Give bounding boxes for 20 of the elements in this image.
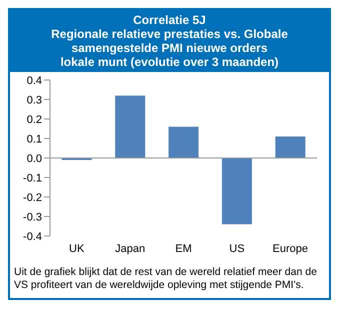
x-tick-label: EM — [175, 242, 192, 255]
x-tick-label: UK — [69, 242, 86, 255]
y-tick-label: 0.1 — [26, 133, 42, 146]
y-tick-label: -0.1 — [23, 172, 42, 184]
y-tick-label: 0.0 — [26, 152, 42, 165]
y-tick-label: 0.4 — [26, 74, 42, 87]
y-tick-label: 0.3 — [26, 94, 42, 106]
chart-title: Correlatie 5J Regionale relatieve prestaties vs. Globale samengestelde PMI nieuwe orders lokale munt (evolutie over 3 maanden) — [12, 13, 327, 69]
y-tick-label: -0.2 — [23, 192, 42, 204]
bar — [222, 158, 252, 224]
x-tick-label: Europe — [272, 242, 308, 255]
bar — [168, 126, 199, 158]
y-tick-label: -0.4 — [23, 230, 42, 243]
x-tick-label: US — [229, 242, 245, 255]
y-tick-label: -0.3 — [23, 211, 42, 224]
bar — [115, 96, 146, 158]
x-tick-label: Japan — [115, 242, 146, 255]
bar — [275, 136, 306, 158]
text: Uit de grafiek blijkt dat de rest van de wereld relatief meer dan de VS profiteert van de wereldwijde opleving met stijgende PMI's. — [14, 266, 318, 292]
y-tick-label: 0.2 — [26, 114, 42, 126]
